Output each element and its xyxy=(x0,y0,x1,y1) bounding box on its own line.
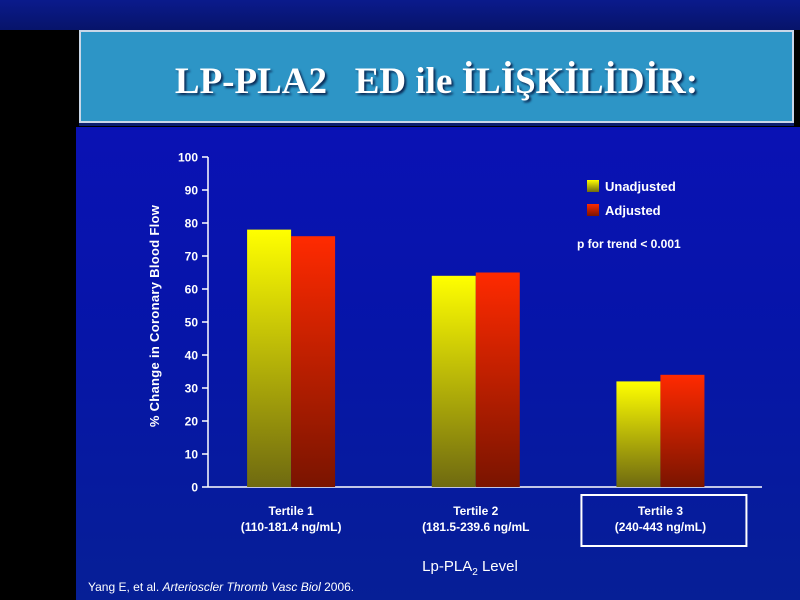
bar-unadjusted-3 xyxy=(616,381,661,487)
y-tick-label: 40 xyxy=(185,349,199,363)
x-category-sublabel: (110-181.4 ng/mL) xyxy=(241,520,342,534)
citation-year: 2006. xyxy=(320,580,355,594)
bar-unadjusted-1 xyxy=(247,229,292,487)
x-category-sublabel: (240-443 ng/mL) xyxy=(615,520,706,534)
citation-authors: Yang E, et al. xyxy=(88,580,163,594)
x-category-label: Tertile 3 xyxy=(638,504,683,518)
y-tick-label: 30 xyxy=(185,382,199,396)
legend-swatch-adjusted xyxy=(587,204,599,216)
y-tick-label: 10 xyxy=(185,448,199,462)
x-axis-label: Lp-PLA2 Level xyxy=(422,558,518,578)
legend-swatch-unadjusted xyxy=(587,180,599,192)
y-tick-label: 60 xyxy=(185,283,199,297)
highlight-box xyxy=(580,494,748,547)
x-category-sublabel: (181.5-239.6 ng/mL xyxy=(422,520,529,534)
chart-annotation: p for trend < 0.001 xyxy=(577,237,681,251)
y-tick-label: 90 xyxy=(185,184,199,198)
citation-journal: Arterioscler Thromb Vasc Biol xyxy=(162,580,321,594)
top-band xyxy=(0,0,800,30)
y-tick-label: 50 xyxy=(185,316,199,330)
y-tick-label: 0 xyxy=(191,481,198,495)
legend-label-adjusted: Adjusted xyxy=(605,203,661,218)
bar-unadjusted-2 xyxy=(431,275,476,487)
y-tick-label: 80 xyxy=(185,217,199,231)
y-tick-label: 100 xyxy=(178,151,198,165)
y-tick-label: 20 xyxy=(185,415,199,429)
bar-adjusted-1 xyxy=(291,236,336,487)
y-tick-label: 70 xyxy=(185,250,199,264)
slide-title: LP-PLA2 ED ile İLİŞKİLİDİR: xyxy=(174,61,699,102)
bar-adjusted-2 xyxy=(475,272,520,487)
x-category-label: Tertile 2 xyxy=(453,504,498,518)
x-category-label: Tertile 1 xyxy=(269,504,314,518)
bar-adjusted-3 xyxy=(660,374,705,487)
title-box: LP-PLA2 ED ile İLİŞKİLİDİR: xyxy=(79,30,794,123)
y-axis-label: % Change in Coronary Blood Flow xyxy=(147,204,162,427)
legend-label-unadjusted: Unadjusted xyxy=(605,179,676,194)
citation: Yang E, et al. Arterioscler Thromb Vasc … xyxy=(88,580,354,594)
